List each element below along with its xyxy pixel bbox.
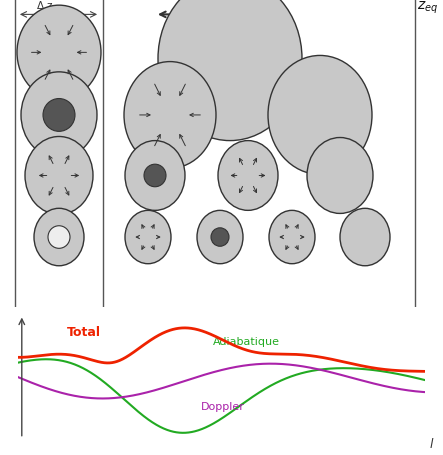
Ellipse shape bbox=[269, 211, 315, 264]
Text: Adiabatique: Adiabatique bbox=[214, 337, 280, 347]
Ellipse shape bbox=[17, 6, 101, 100]
Ellipse shape bbox=[34, 209, 84, 266]
Ellipse shape bbox=[144, 165, 166, 187]
Ellipse shape bbox=[25, 137, 93, 215]
Ellipse shape bbox=[125, 141, 185, 211]
Ellipse shape bbox=[124, 62, 216, 169]
Text: $\Delta$ z: $\Delta$ z bbox=[36, 0, 54, 11]
Ellipse shape bbox=[43, 99, 75, 132]
Ellipse shape bbox=[197, 211, 243, 264]
Text: temps: temps bbox=[191, 0, 245, 10]
Text: $z_{eq}$: $z_{eq}$ bbox=[417, 0, 439, 15]
Ellipse shape bbox=[268, 56, 372, 175]
Ellipse shape bbox=[48, 226, 70, 249]
Ellipse shape bbox=[340, 209, 390, 266]
Ellipse shape bbox=[211, 228, 229, 247]
Ellipse shape bbox=[218, 141, 278, 211]
Ellipse shape bbox=[21, 73, 97, 159]
Text: Doppler: Doppler bbox=[201, 401, 245, 411]
Text: dec: dec bbox=[62, 15, 76, 24]
Ellipse shape bbox=[158, 0, 302, 141]
Text: Total: Total bbox=[66, 325, 101, 338]
Ellipse shape bbox=[307, 138, 373, 214]
Text: l: l bbox=[430, 437, 433, 450]
Ellipse shape bbox=[125, 211, 171, 264]
